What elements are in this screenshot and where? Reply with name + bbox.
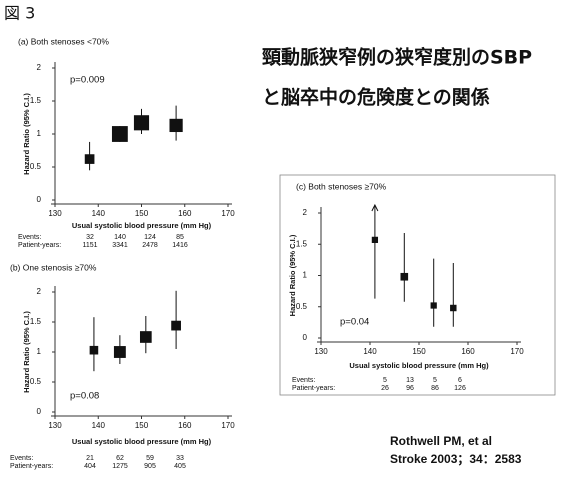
patient-years-value: 86: [431, 385, 439, 392]
events-label: Events:: [10, 455, 33, 462]
marker: [171, 320, 181, 331]
marker: [113, 346, 126, 358]
marker: [111, 126, 128, 142]
marker: [84, 154, 95, 164]
events-value: 59: [146, 455, 154, 462]
patient-years-value: 905: [144, 463, 156, 470]
x-tick-label: 170: [221, 209, 235, 218]
patient-years-label: Patient-years:: [292, 385, 335, 392]
events-value: 140: [114, 234, 126, 241]
patient-years-value: 1416: [172, 242, 188, 249]
y-axis-label: Hazard Ratio (95% C.I.): [22, 311, 31, 393]
events-label: Events:: [292, 377, 315, 384]
events-value: 5: [383, 377, 387, 384]
patient-years-value: 3341: [112, 242, 128, 249]
marker: [400, 272, 409, 281]
marker: [89, 345, 99, 355]
patient-years-label: Patient-years:: [18, 242, 61, 249]
y-tick-label: 1: [37, 129, 42, 138]
heading-line: と脳卒中の危険度との関係: [262, 86, 490, 109]
y-tick-label: 1.5: [30, 96, 42, 105]
y-tick-label: 0.5: [30, 162, 42, 171]
patient-years-value: 96: [406, 385, 414, 392]
x-axis-label: Usual systolic blood pressure (mm Hg): [349, 361, 489, 370]
events-value: 21: [86, 455, 94, 462]
x-axis-label: Usual systolic blood pressure (mm Hg): [72, 221, 212, 230]
x-tick-label: 160: [178, 209, 192, 218]
x-tick-label: 160: [461, 347, 475, 356]
chart-title: (b) One stenosis ≥70%: [10, 262, 97, 272]
y-tick-label: 1: [303, 271, 308, 280]
events-value: 32: [86, 234, 94, 241]
patient-years-value: 1275: [112, 463, 128, 470]
chart-title: (a) Both stenoses <70%: [18, 36, 109, 46]
y-tick-label: 0.5: [30, 377, 42, 386]
y-tick-label: 0: [37, 407, 42, 416]
panel-frame: [279, 174, 556, 396]
annotation: p=0.04: [340, 317, 369, 328]
patient-years-value: 404: [84, 463, 96, 470]
x-tick-label: 140: [92, 209, 106, 218]
figure-label: 図 3: [4, 4, 35, 23]
events-value: 124: [144, 234, 156, 241]
y-tick-label: 1.5: [30, 317, 42, 326]
x-tick-label: 170: [221, 421, 235, 430]
chart-title: (c) Both stenoses ≥70%: [296, 181, 387, 191]
annotation: p=0.08: [70, 391, 99, 402]
x-axis-label: Usual systolic blood pressure (mm Hg): [72, 437, 212, 446]
citation: Stroke 2003；34：2583: [390, 452, 522, 466]
y-tick-label: 0.5: [296, 302, 308, 311]
marker: [169, 118, 183, 133]
events-label: Events:: [18, 234, 41, 241]
x-tick-label: 140: [92, 421, 106, 430]
patient-years-value: 1151: [82, 242, 97, 249]
patient-years-label: Patient-years:: [10, 463, 53, 470]
events-value: 62: [116, 455, 124, 462]
x-tick-label: 130: [48, 421, 62, 430]
y-tick-label: 2: [37, 287, 42, 296]
annotation: p=0.009: [70, 75, 105, 86]
y-tick-label: 1: [37, 347, 42, 356]
events-value: 13: [406, 377, 414, 384]
citation: Rothwell PM, et al: [390, 434, 492, 448]
y-axis-label: Hazard Ratio (95% C.I.): [288, 234, 297, 316]
arrow-head: [371, 203, 379, 212]
x-tick-label: 150: [135, 209, 149, 218]
marker: [430, 302, 437, 309]
patient-years-value: 26: [381, 385, 389, 392]
events-value: 6: [458, 377, 462, 384]
y-axis-label: Hazard Ratio (95% C.I.): [22, 93, 31, 175]
events-value: 33: [176, 455, 184, 462]
marker: [139, 331, 152, 343]
x-tick-label: 140: [363, 347, 377, 356]
y-tick-label: 0: [37, 195, 42, 204]
x-tick-label: 130: [48, 209, 62, 218]
patient-years-value: 405: [174, 463, 186, 470]
y-tick-label: 2: [303, 208, 308, 217]
x-tick-label: 150: [412, 347, 426, 356]
patient-years-value: 2478: [142, 242, 158, 249]
x-tick-label: 170: [510, 347, 524, 356]
heading-line: 頸動脈狭窄例の狭窄度別のSBP: [262, 46, 532, 69]
y-tick-label: 0: [303, 333, 308, 342]
x-tick-label: 160: [178, 421, 192, 430]
marker: [133, 115, 150, 131]
events-value: 85: [176, 234, 184, 241]
patient-years-value: 126: [454, 385, 466, 392]
y-tick-label: 1.5: [296, 239, 308, 248]
y-tick-label: 2: [37, 63, 42, 72]
x-tick-label: 130: [314, 347, 328, 356]
x-tick-label: 150: [135, 421, 149, 430]
events-value: 5: [433, 377, 437, 384]
marker: [450, 304, 457, 312]
marker: [371, 236, 379, 243]
